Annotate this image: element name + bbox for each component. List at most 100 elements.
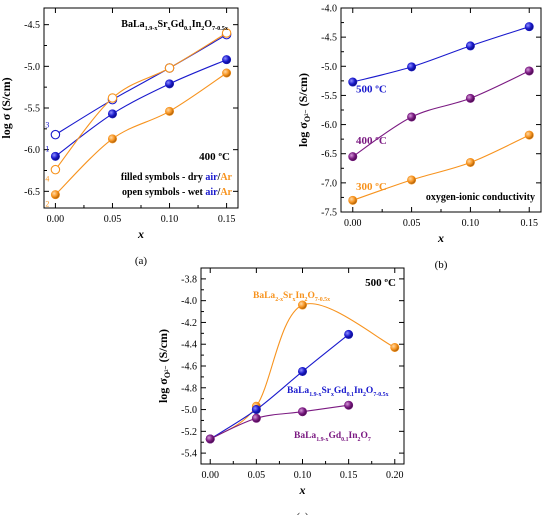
y-tick-label: -4.6 [181,362,197,373]
series-label: 500 ºC [356,84,387,96]
y-axis-label: log σO²⁻ (S/cm) [156,329,172,403]
x-tick-label: 0.00 [201,470,219,481]
data-point [107,109,117,119]
data-point [297,407,307,417]
data-point [348,195,358,205]
data-point-open [50,129,61,140]
data-point [251,413,261,423]
title-formula-sub: 1.9-x [145,25,159,32]
annotation-label: oxygen-ionic conductivity [426,192,535,203]
series-line-0 [55,34,227,136]
title-formula-part: BaLa [121,19,144,30]
y-axis-label-sub: O²⁻ [163,365,172,378]
y-tick-label: -4.5 [24,20,40,31]
series-line-1 [55,59,227,157]
temperature-label: 400 ºC [199,151,230,163]
series-line-0 [209,303,396,440]
y-axis-label-main: log σ (S/cm) [0,77,13,138]
data-point [344,329,354,339]
legend-segment: / [217,172,221,183]
y-tick-label: -6.5 [24,187,40,198]
series-formula-1-sub: 0.1 [347,392,354,398]
legend-line: open symbols - wet air/Ar [122,187,233,198]
data-point [222,68,232,78]
series-line-1 [352,70,530,158]
series-formula-0-sub: 2 [304,297,307,303]
series-formula-1-sub: x [331,392,334,398]
chart-panel-b: 0.00 0.05 0.10 0.15 -7.5 -7.0 -6.5 -6.0 -5.5 -5.0… [296,4,542,271]
y-tick-label: -5.0 [24,62,40,73]
data-point-open [107,93,118,103]
y-tick-label: -4.2 [181,318,197,329]
series-formula-1-part: Gd [334,386,347,396]
x-tick-label: 0.05 [104,214,122,225]
y-tick-label: -5.0 [181,405,197,416]
series-formula-0-part: Sr [283,291,293,301]
series-formula-0: BaLa2-xSrxIn2O7-0.5x [253,291,330,303]
data-point [165,106,175,116]
x-tick-label: 0.15 [340,470,358,481]
y-tick-label: -5.2 [181,427,197,438]
series-formula-1-part: In [354,386,364,396]
data-point [251,405,261,415]
series-line-2 [352,134,530,201]
x-tick-label: 0.10 [462,218,480,229]
legend-segment: Ar [220,187,232,198]
y-axis-label-unit: (S/cm) [296,73,310,109]
y-tick-label: -3.8 [181,274,197,285]
series-formula-2-sub: 2 [358,437,361,443]
series-formula-2-part: Gd [328,431,341,441]
legend-segment: air [205,172,218,183]
panel-caption: (c) [296,511,309,515]
series-formula-1-sub: 7-0.5x [373,392,388,398]
y-tick-label: -4.8 [181,383,197,394]
data-point [165,79,175,89]
data-point [407,175,417,185]
series-line-3 [55,72,227,196]
series-formula-1: BaLa1.9-xSrxGd0.1In2O7-0.5x [287,386,389,398]
x-axis-label: x [137,227,144,241]
title-formula-sub: 0.1 [184,25,192,32]
title-formula-part: Sr [158,19,169,30]
x-tick-label: 0.20 [386,470,404,481]
y-axis-label: log σO²⁻ (S/cm) [296,73,312,147]
y-tick-label: -7.5 [321,208,337,219]
data-point [524,22,534,32]
series-formula-2-sub: 1.9-x [316,437,328,443]
y-tick-label: -6.0 [321,120,337,131]
legend-segment: air [205,187,218,198]
data-point-open [50,164,61,175]
legend-segment: / [217,187,221,198]
title-formula-sub: 7-0.5x [212,25,229,32]
title-formula-part: In [192,19,202,30]
data-point [407,112,417,122]
series-label: 400 ºC [356,135,387,147]
y-tick-label: -5.5 [24,104,40,115]
legend-segment: Ar [220,172,232,183]
series-formula-2: BaLa1.9-xGd0.1In2O7 [294,431,371,443]
data-point [524,66,534,76]
series-formula-1-sub: 2 [363,392,366,398]
y-axis-label-unit: (S/cm) [156,329,170,365]
x-axis-label: x [299,483,306,497]
series-formula-1-part: Sr [321,386,331,396]
series-formula-0-part: O [307,291,314,301]
data-point [348,77,358,87]
y-tick-label: -4.4 [181,340,197,351]
title-formula-part: O [204,19,212,30]
data-point [465,93,475,103]
legend-segment: filled symbols - dry [121,172,205,183]
title-formula: BaLa1.9-xSrxGd0.1In2O7-0.5x [121,19,229,32]
title-formula-sub: x [168,25,172,32]
data-point [297,300,307,310]
data-point [205,434,215,444]
chart-panel-a: 0.00 0.05 0.10 0.15 -6.5 -6.0 -5.5 -5.0 -4.5 x log… [0,7,239,267]
series-formula-1-part: BaLa [287,386,309,396]
y-tick-label: -6.0 [24,145,40,156]
data-point [297,366,307,376]
y-tick-label: -5.4 [181,449,197,460]
series-formula-0-sub: 2-x [275,297,283,303]
title-formula-part: Gd [171,19,185,30]
y-tick-label: -5.0 [321,62,337,73]
